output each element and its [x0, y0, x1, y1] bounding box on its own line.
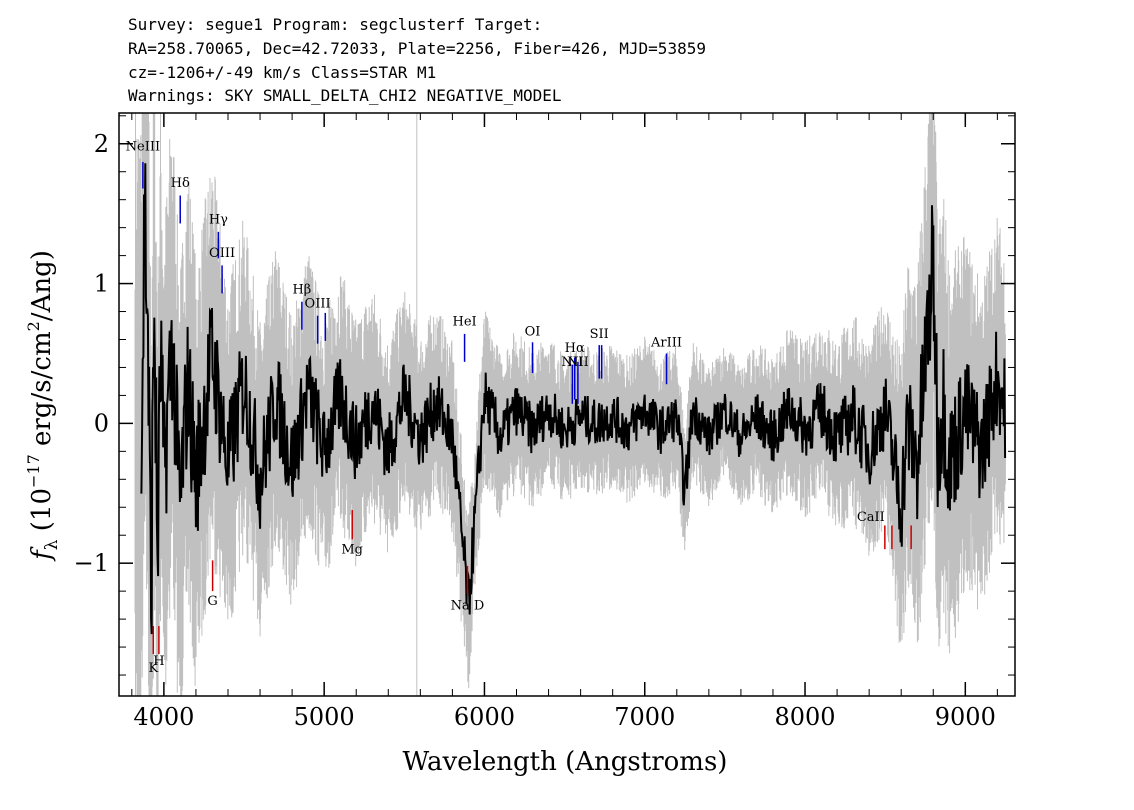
x-tick-label: 8000: [774, 703, 835, 731]
line-label-hδ: Hδ: [171, 176, 190, 191]
axes: 4000 5000 6000 7000 8000 9000 −1 0 1 2: [74, 112, 1016, 731]
y-tick-label: 2: [94, 130, 109, 158]
line-label-na-d: Na D: [451, 598, 485, 613]
error-band: [134, 113, 1006, 696]
x-tick-label: 7000: [614, 703, 675, 731]
line-label-mg: Mg: [341, 542, 363, 557]
line-label-nii: NII: [567, 355, 589, 370]
error-envelope: [134, 113, 1006, 696]
line-label-neiii: NeIII: [126, 140, 160, 155]
line-label-g: G: [207, 594, 217, 609]
y-tick-label: 0: [94, 409, 109, 437]
plot-frame: [118, 112, 1016, 697]
ylabel-exp: −17: [24, 454, 43, 488]
header-line-2: RA=258.70065, Dec=42.72033, Plate=2256, …: [128, 39, 706, 58]
ylabel-post: /Ang): [27, 250, 57, 321]
x-tick-label: 4000: [133, 703, 194, 731]
line-label-oiii: OIII: [305, 296, 331, 311]
x-tick-label: 5000: [294, 703, 355, 731]
line-label-oi: OI: [525, 324, 541, 339]
line-label-hβ: Hβ: [292, 282, 311, 297]
y-axis-label: fλ (10−17 erg/s/cm2/Ang): [24, 250, 62, 562]
line-label-hγ: Hγ: [209, 212, 228, 227]
line-label-k: K: [148, 661, 158, 676]
flux-series: [140, 163, 1007, 635]
y-tick-label: 1: [94, 270, 109, 298]
line-label-ariii: ArIII: [650, 336, 682, 351]
header-line-4: Warnings: SKY SMALL_DELTA_CHI2 NEGATIVE_…: [128, 86, 561, 105]
ylabel-mid: erg/s/cm: [27, 331, 57, 454]
spectral-line-markers: NeIIIHδHγOIIIHβOIIIHeIOINIIHαNIISIIArIII…: [126, 140, 912, 676]
ylabel-sub: λ: [42, 539, 62, 550]
header-line-1: Survey: segue1 Program: segclusterf Targ…: [128, 15, 542, 34]
ylabel-pre: (10: [27, 488, 57, 540]
line-label-oiii: OIII: [209, 246, 235, 261]
line-label-hα: Hα: [565, 341, 585, 356]
x-tick-label: 6000: [454, 703, 515, 731]
line-label-h: H: [153, 654, 164, 669]
x-tick-label: 9000: [935, 703, 996, 731]
line-label-caii: CaII: [857, 510, 885, 525]
x-axis-label: Wavelength (Angstroms): [403, 747, 728, 777]
ylabel-exp2: 2: [24, 321, 43, 331]
line-label-hei: HeI: [453, 315, 477, 330]
flux-line: [140, 163, 1007, 635]
line-label-sii: SII: [590, 327, 609, 342]
header-line-3: cz=-1206+/-49 km/s Class=STAR M1: [128, 63, 436, 82]
y-tick-label: −1: [74, 549, 109, 577]
